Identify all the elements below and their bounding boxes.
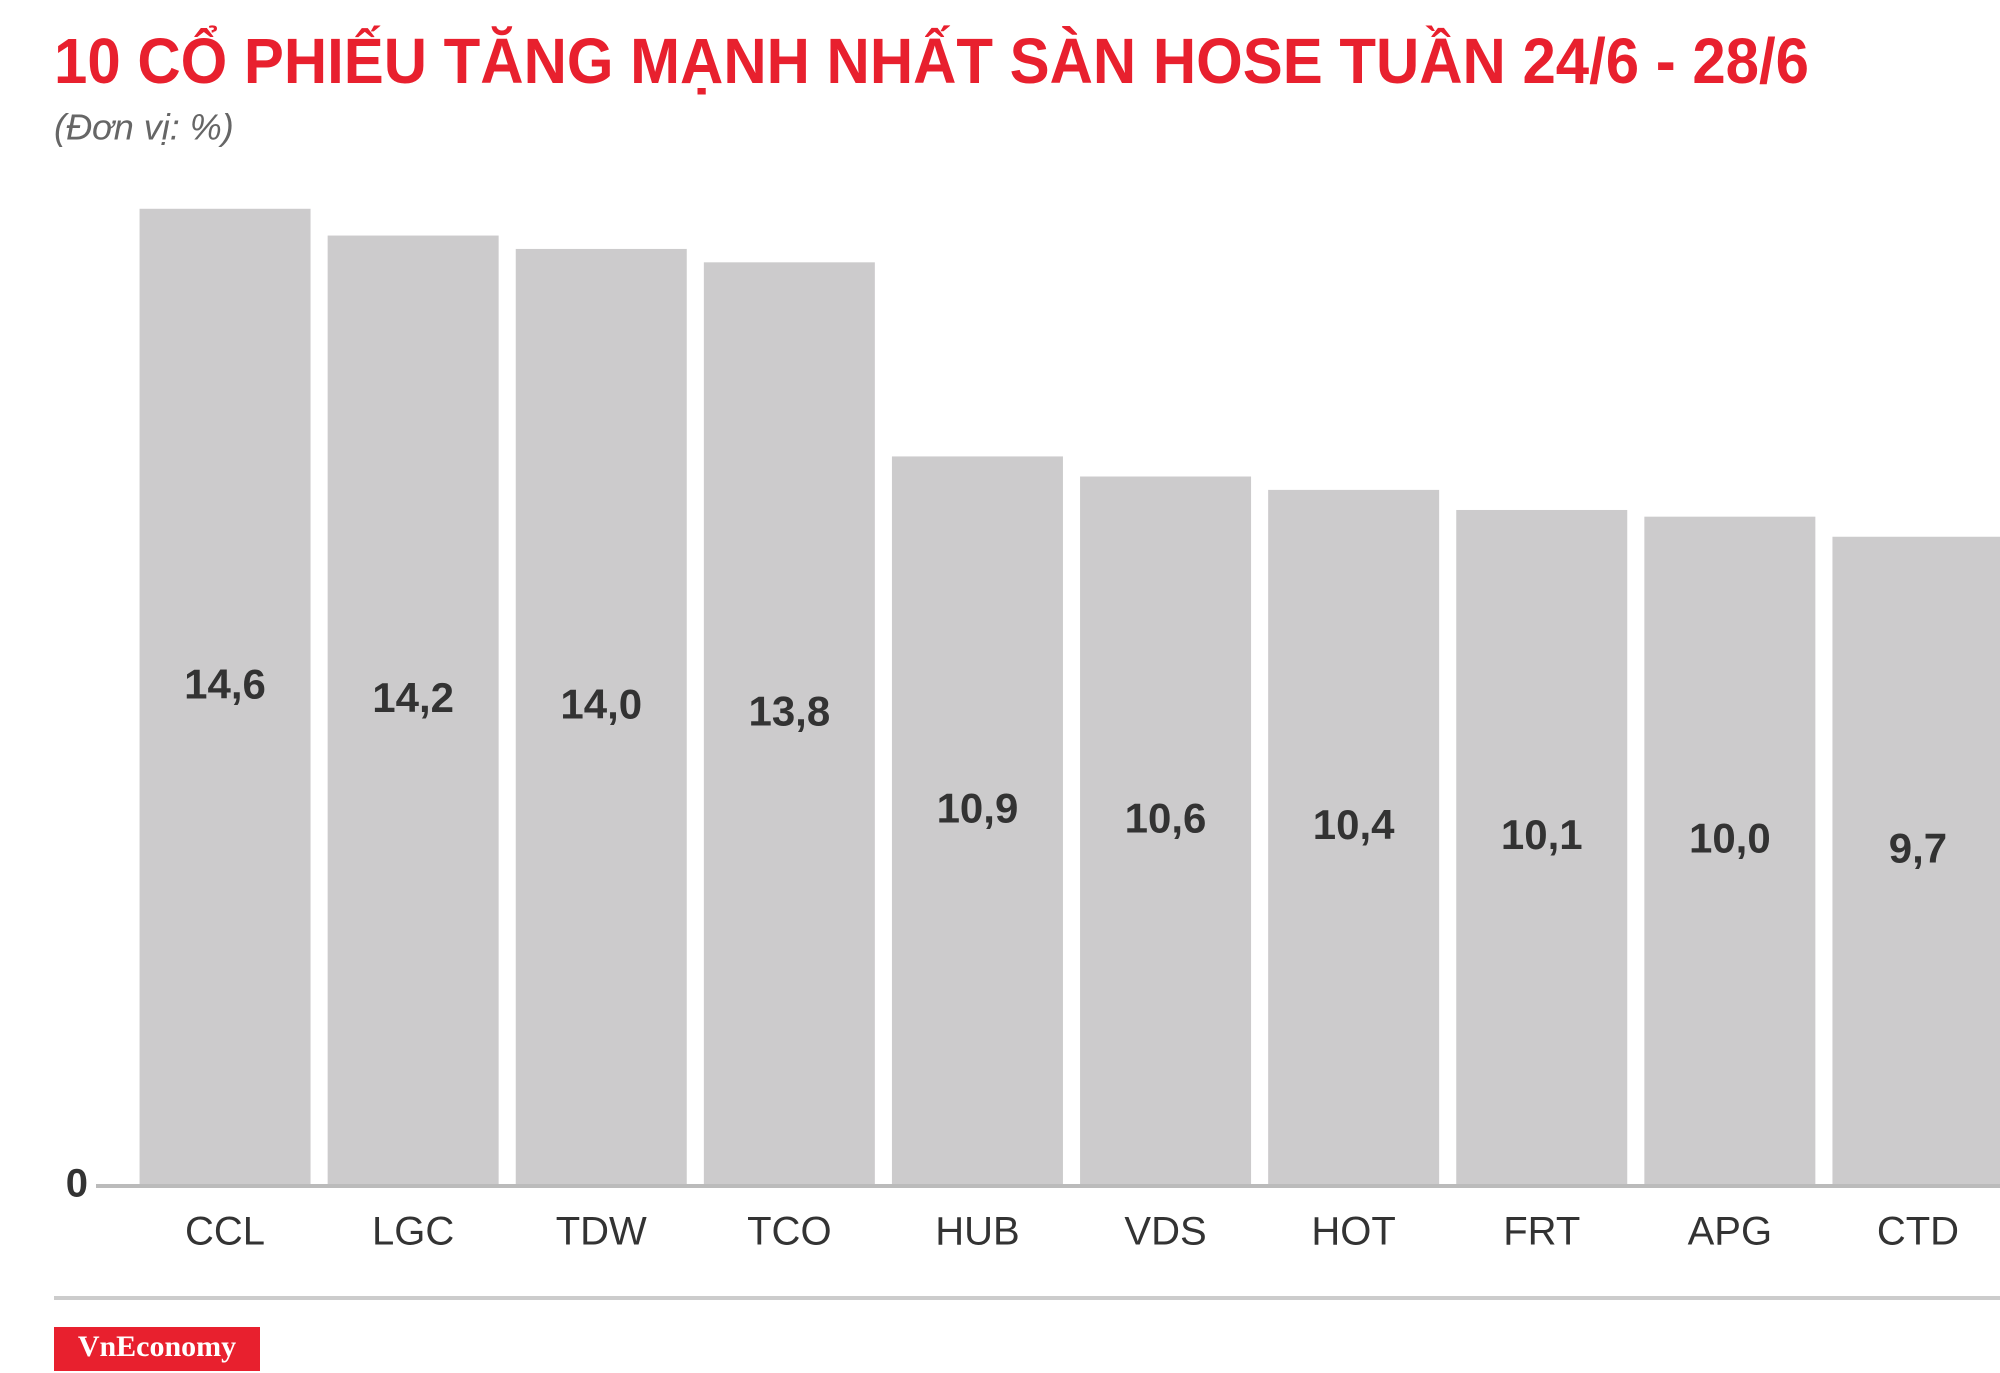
x-tick-label: HOT: [1311, 1210, 1395, 1254]
value-label: 10,4: [1313, 801, 1395, 848]
value-label: 10,9: [937, 784, 1019, 831]
bar: [1080, 476, 1252, 1186]
brand: VnEconomy: [78, 1330, 236, 1363]
x-tick-label: APG: [1688, 1210, 1772, 1254]
brand-box: [54, 1327, 260, 1371]
value-label: 9,7: [1889, 824, 1947, 871]
x-tick-label: LGC: [372, 1210, 454, 1254]
x-tick-label: FRT: [1503, 1210, 1580, 1254]
value-label: 13,8: [748, 687, 830, 734]
value-label: 10,6: [1125, 794, 1207, 841]
x-tick-label: TCO: [747, 1210, 831, 1254]
bar: [1456, 509, 1628, 1186]
x-tick-label: CTD: [1877, 1210, 1959, 1254]
value-label: 10,1: [1501, 811, 1583, 858]
bar: [327, 235, 499, 1187]
x-tick-label: HUB: [935, 1210, 1019, 1254]
value-label: 14,6: [184, 660, 266, 707]
bar: [891, 456, 1063, 1187]
bar: [703, 262, 875, 1186]
x-tick-label: TDW: [556, 1210, 647, 1254]
bar: [1832, 536, 2000, 1186]
bar: [1644, 516, 1816, 1186]
x-tick-label: CCL: [185, 1210, 265, 1254]
value-label: 14,0: [560, 681, 642, 728]
chart-subtitle: (Đơn vị: %): [54, 107, 234, 148]
value-label: 14,2: [372, 674, 454, 721]
value-label: 10,0: [1689, 814, 1771, 861]
x-tick-label: VDS: [1124, 1210, 1206, 1254]
y-tick-label: 0: [66, 1162, 88, 1206]
bar: [139, 208, 311, 1187]
chart-title: 10 CỔ PHIẾU TĂNG MẠNH NHẤT SÀN HOSE TUẦN…: [54, 24, 1809, 97]
bar: [515, 248, 687, 1186]
bar: [1268, 489, 1440, 1187]
